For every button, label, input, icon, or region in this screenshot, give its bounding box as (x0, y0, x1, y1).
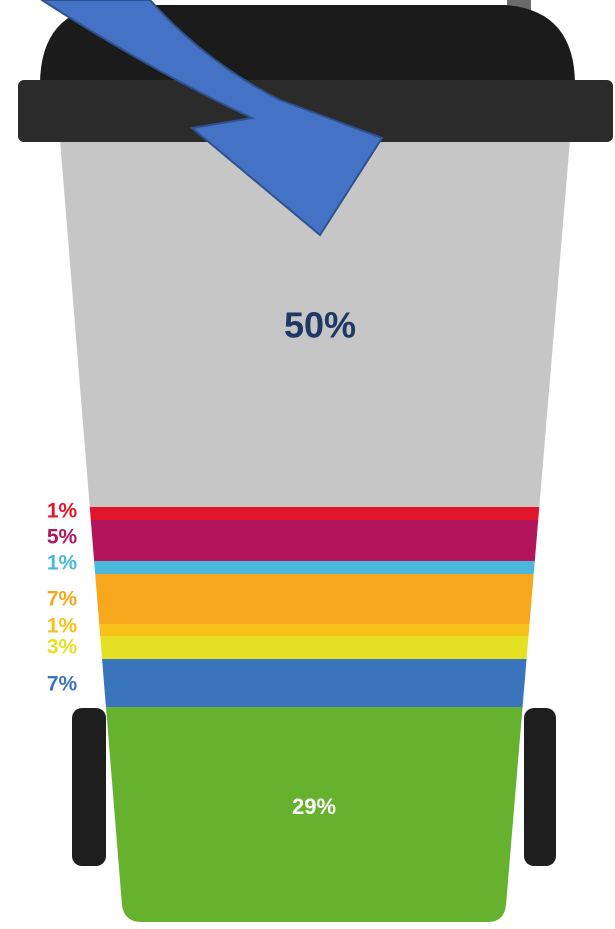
band (60, 636, 570, 659)
left-wheel (72, 708, 106, 866)
band (60, 507, 570, 520)
band-label: 7% (47, 588, 78, 611)
band-label: 1% (47, 552, 78, 575)
band (60, 561, 570, 574)
bottom-label: 29% (292, 794, 336, 819)
arrow (40, 0, 384, 237)
band (60, 624, 570, 636)
band-label: 5% (47, 526, 78, 549)
band-label: 7% (47, 673, 78, 696)
right-wheel (524, 708, 556, 866)
lid-rim (18, 80, 613, 142)
band-label: 1% (47, 500, 78, 523)
band (60, 659, 570, 707)
main-label: 50% (284, 305, 356, 346)
band-label: 3% (47, 636, 78, 659)
band (60, 520, 570, 561)
band (60, 574, 570, 624)
band-label: 1% (47, 615, 78, 638)
bottom-area (60, 707, 570, 922)
